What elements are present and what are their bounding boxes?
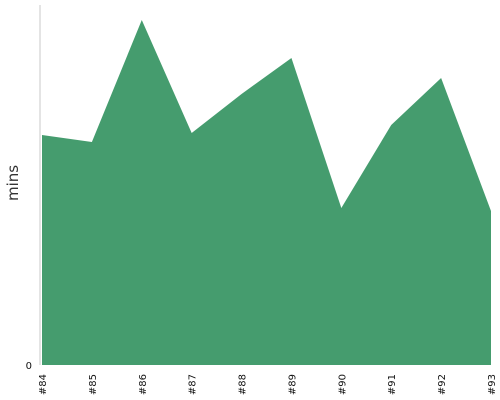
x-tick-label: #84: [38, 374, 49, 395]
x-tick-label: #86: [138, 374, 149, 395]
x-tick-label: #92: [437, 374, 448, 395]
x-tick-label: #85: [88, 374, 99, 395]
x-tick-label: #87: [188, 374, 199, 395]
x-tick-label: #91: [387, 374, 398, 395]
y-tick-label: 0: [26, 361, 32, 372]
x-tick-label: #90: [337, 374, 348, 395]
x-tick-label: #89: [287, 374, 298, 395]
x-tick-labels: #84 #85 #86 #87 #88 #89 #90 #91 #92 #93: [38, 374, 498, 395]
x-tick-label: #88: [238, 374, 249, 395]
y-axis-title: mins: [4, 165, 22, 201]
area-series-layer: [42, 20, 491, 365]
y-tick-labels: 0: [26, 361, 32, 372]
area-series: [42, 20, 491, 365]
x-tick-label: #93: [487, 374, 498, 395]
